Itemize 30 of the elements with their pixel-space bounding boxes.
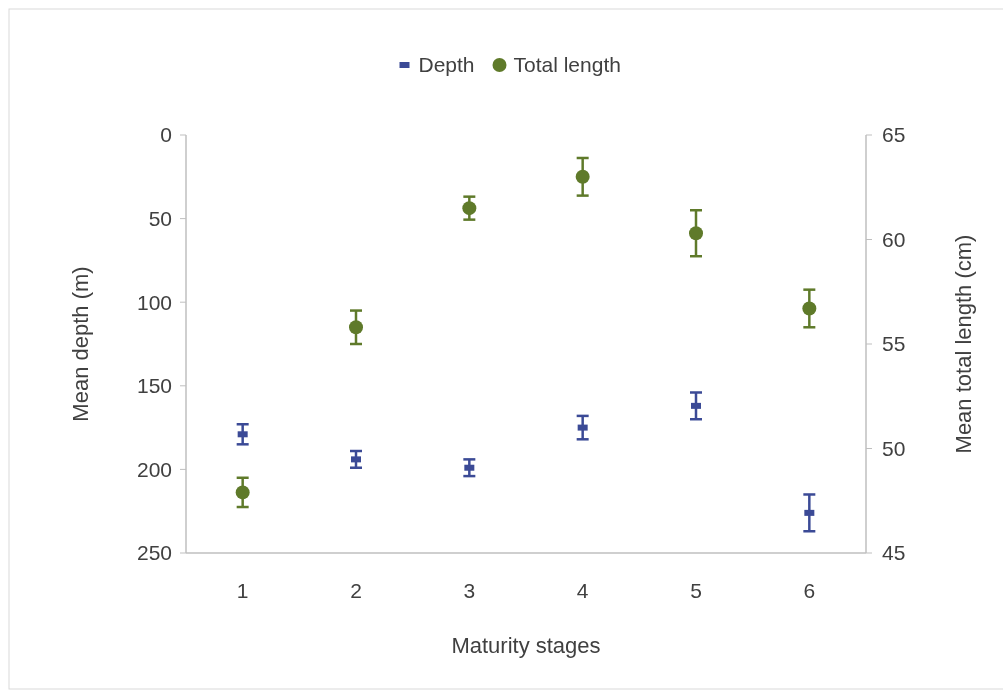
x-tick-label: 4 [576,579,589,602]
legend-label: Depth [418,53,475,77]
point [462,201,477,216]
x-tick-label: 5 [690,579,702,602]
point [349,320,363,335]
point [575,169,590,184]
y2-tick-label: 60 [882,227,906,251]
y-tick-label: 0 [160,123,172,147]
x-tick-label: 6 [803,579,816,602]
y2-tick-label: 45 [882,541,906,565]
x-tick-label: 3 [463,579,476,602]
x-axis-title: Maturity stages [451,633,601,658]
y-axis-title: Mean depth (m) [68,266,93,422]
y2-axis-title: Mean total length (cm) [951,234,976,454]
y-tick-label: 250 [136,541,172,565]
point [351,456,361,463]
y2-tick-label: 50 [882,436,906,460]
point [235,485,250,500]
x-tick-label: 2 [350,579,362,602]
point [802,301,817,316]
x-tick-label: 1 [236,579,249,602]
y-tick-label: 100 [136,290,172,314]
point [691,402,701,409]
legend-label: Total length [513,53,621,77]
y-tick-label: 200 [136,457,172,481]
point [689,226,703,241]
y2-tick-label: 65 [882,123,906,147]
y-tick-label: 50 [148,206,172,230]
y-tick-label: 150 [136,374,172,398]
y2-tick-label: 55 [882,332,906,356]
